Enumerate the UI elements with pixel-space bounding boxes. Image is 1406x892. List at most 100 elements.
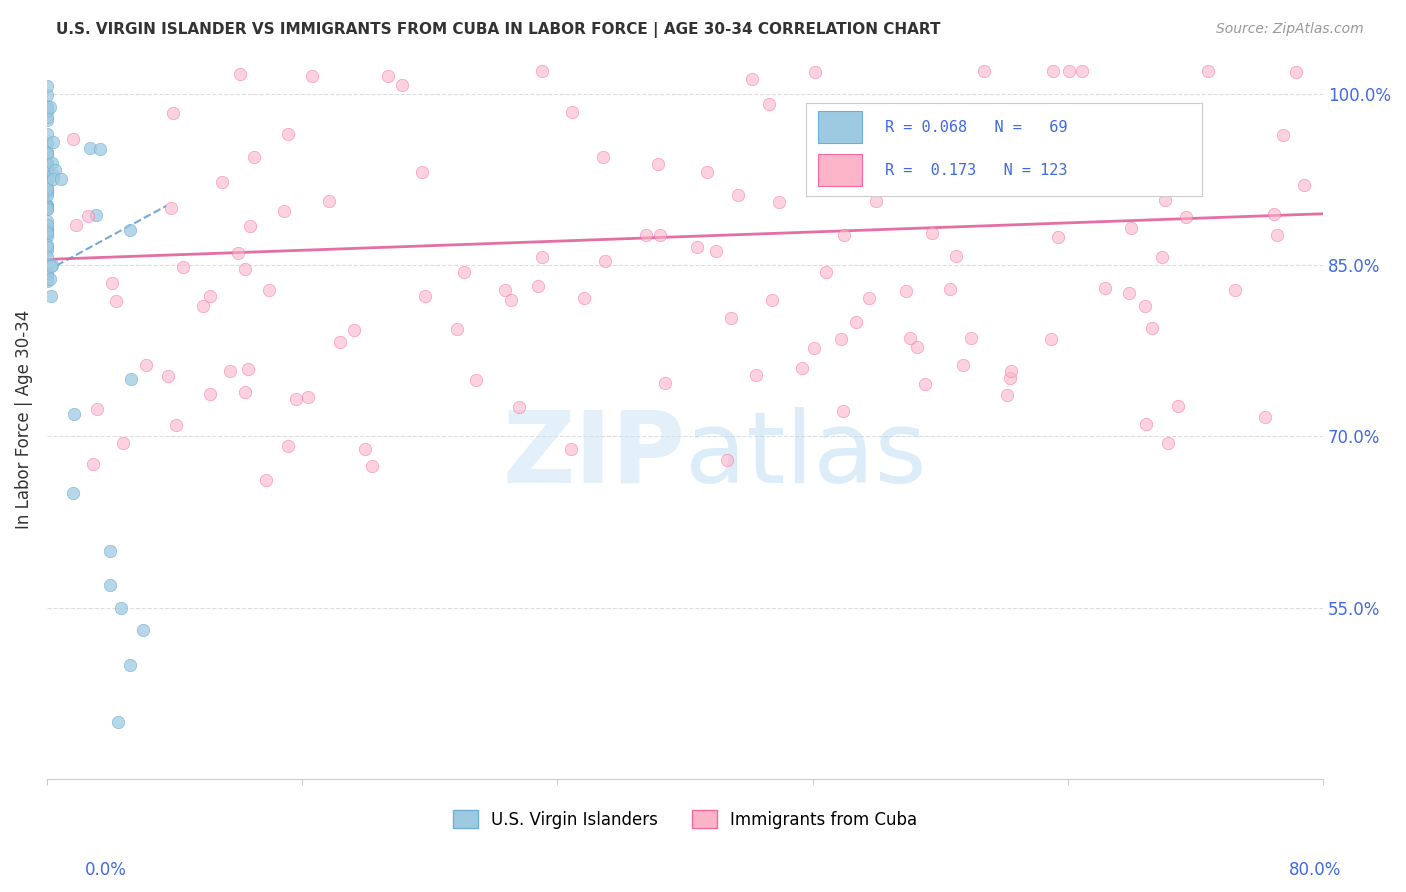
Point [49, 172, 72, 186]
Point [1225, 283, 1247, 297]
Point [905, 340, 928, 354]
Point [107, 714, 129, 729]
Point [35, 243, 58, 257]
Point [997, 388, 1019, 402]
Point [104, 293, 127, 308]
Point [100, 276, 122, 290]
Point [654, 376, 676, 390]
Point [938, 282, 960, 296]
Point [464, 373, 486, 387]
Point [35, 165, 58, 179]
Point [914, 376, 936, 391]
Point [865, 194, 887, 209]
Point [650, 227, 672, 242]
Point [35, 218, 58, 232]
Point [62, 486, 84, 500]
Point [41, 156, 63, 170]
Point [35, 98, 58, 112]
Point [273, 204, 295, 219]
Point [62, 132, 84, 146]
Point [1154, 194, 1177, 208]
Point [758, 97, 780, 112]
Point [741, 72, 763, 87]
Point [35, 272, 58, 286]
Point [761, 293, 783, 307]
Point [35, 174, 58, 188]
Point [35, 238, 58, 252]
Point [162, 105, 184, 120]
Point [35, 103, 58, 117]
Point [858, 291, 880, 305]
Point [35, 199, 58, 213]
Point [647, 157, 669, 171]
Point [277, 128, 299, 142]
Point [696, 164, 718, 178]
Point [198, 289, 221, 303]
Point [35, 186, 58, 200]
Point [727, 187, 749, 202]
Point [1167, 399, 1189, 413]
Point [1135, 299, 1157, 313]
Point [35, 250, 58, 264]
Point [111, 436, 134, 450]
Point [35, 202, 58, 216]
Point [1254, 410, 1277, 425]
Point [453, 265, 475, 279]
Text: U.S. VIRGIN ISLANDER VS IMMIGRANTS FROM CUBA IN LABOR FORCE | AGE 30-34 CORRELAT: U.S. VIRGIN ISLANDER VS IMMIGRANTS FROM … [56, 22, 941, 38]
Point [574, 291, 596, 305]
Point [98, 543, 121, 558]
Point [495, 283, 517, 297]
Point [35, 200, 58, 214]
Point [329, 334, 352, 349]
Text: ZIP: ZIP [502, 407, 685, 504]
Legend: U.S. Virgin Islanders, Immigrants from Cuba: U.S. Virgin Islanders, Immigrants from C… [446, 804, 924, 835]
Point [973, 64, 995, 78]
Point [832, 403, 855, 417]
Point [35, 161, 58, 176]
Point [592, 150, 614, 164]
Point [35, 157, 58, 171]
Point [1140, 321, 1163, 335]
Point [1271, 128, 1294, 143]
Point [1000, 363, 1022, 377]
Point [531, 64, 554, 78]
Point [898, 330, 921, 344]
Point [89, 142, 111, 156]
Point [301, 70, 323, 84]
Point [35, 266, 58, 280]
Point [998, 370, 1021, 384]
Point [1143, 128, 1166, 143]
Point [120, 223, 142, 237]
Point [716, 453, 738, 467]
Point [35, 268, 58, 282]
Point [1039, 332, 1062, 346]
Point [499, 293, 522, 307]
Point [42, 171, 65, 186]
Point [35, 146, 58, 161]
Point [233, 261, 256, 276]
Point [35, 145, 58, 159]
Point [243, 150, 266, 164]
Point [239, 219, 262, 233]
Point [35, 228, 58, 243]
Point [198, 386, 221, 401]
Point [560, 442, 582, 456]
Point [704, 244, 727, 259]
Point [803, 342, 825, 356]
Point [1042, 64, 1064, 78]
Point [157, 369, 180, 384]
Point [531, 250, 554, 264]
Point [191, 299, 214, 313]
Point [35, 136, 58, 150]
Point [1118, 285, 1140, 300]
Point [945, 249, 967, 263]
Point [62, 407, 84, 421]
Point [257, 283, 280, 297]
Point [35, 184, 58, 198]
Point [35, 274, 58, 288]
Point [35, 223, 58, 237]
Point [1135, 417, 1157, 431]
Point [228, 67, 250, 81]
Text: atlas: atlas [685, 407, 927, 504]
Point [35, 113, 58, 128]
